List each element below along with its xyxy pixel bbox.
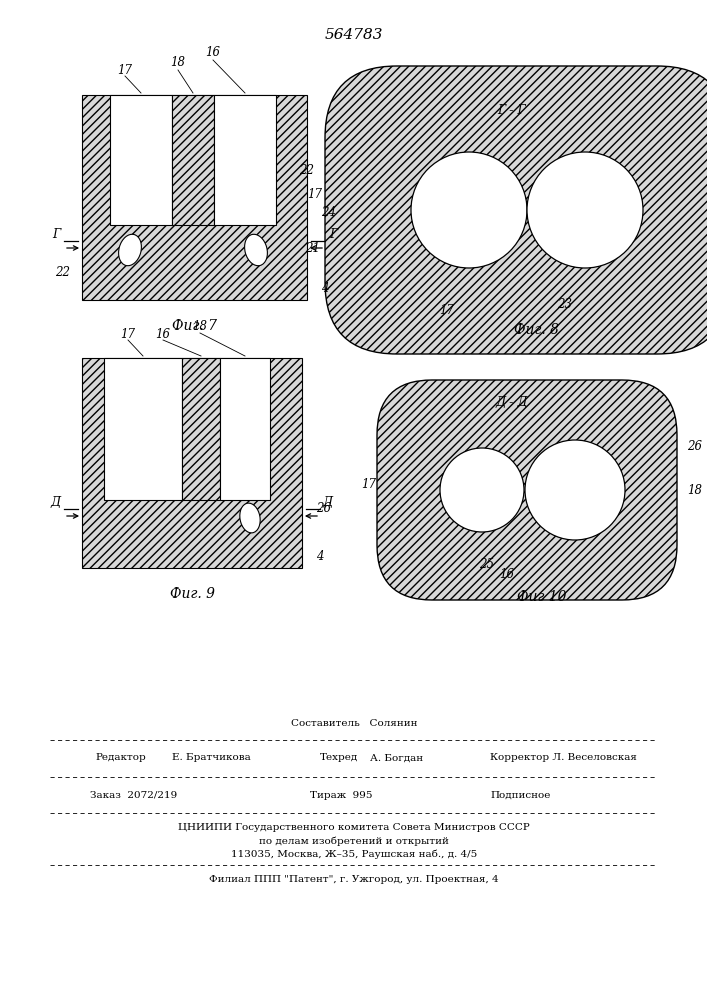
Bar <box>182 358 220 500</box>
Text: 18: 18 <box>192 320 207 332</box>
Text: 4: 4 <box>316 550 324 562</box>
Bar <box>110 95 172 225</box>
Text: Составитель   Солянин: Составитель Солянин <box>291 718 417 728</box>
Text: Тираж  995: Тираж 995 <box>310 790 373 800</box>
Text: 22: 22 <box>55 265 70 278</box>
Text: 17: 17 <box>308 188 322 202</box>
Text: 16: 16 <box>206 46 221 60</box>
Ellipse shape <box>525 440 625 540</box>
Text: 17: 17 <box>361 479 377 491</box>
Text: Фиг. 7: Фиг. 7 <box>172 319 217 333</box>
Text: 18: 18 <box>687 484 703 496</box>
Text: А. Богдан: А. Богдан <box>370 754 423 762</box>
Ellipse shape <box>411 152 527 268</box>
Text: Г: Г <box>329 228 337 240</box>
Text: Д: Д <box>323 495 333 508</box>
Bar <box>82 358 302 568</box>
Text: 113035, Москва, Ж–35, Раушская наб., д. 4/5: 113035, Москва, Ж–35, Раушская наб., д. … <box>231 849 477 859</box>
Text: 22: 22 <box>300 163 315 176</box>
Bar <box>220 358 270 500</box>
Text: 17: 17 <box>440 304 455 316</box>
Text: 16: 16 <box>500 568 515 582</box>
Text: Е. Братчикова: Е. Братчикова <box>172 754 251 762</box>
FancyBboxPatch shape <box>325 66 707 354</box>
Text: Заказ  2072/219: Заказ 2072/219 <box>90 790 177 800</box>
Text: Корректор Л. Веселовская: Корректор Л. Веселовская <box>490 754 637 762</box>
Ellipse shape <box>240 503 260 533</box>
Text: 4: 4 <box>321 282 329 294</box>
Text: Редактор: Редактор <box>95 754 146 762</box>
Text: 23: 23 <box>558 298 573 310</box>
Text: по делам изобретений и открытий: по делам изобретений и открытий <box>259 836 449 846</box>
Ellipse shape <box>119 234 141 266</box>
Text: 17: 17 <box>117 64 132 77</box>
Text: 25: 25 <box>479 558 494 572</box>
Text: ЦНИИПИ Государственного комитета Совета Министров СССР: ЦНИИПИ Государственного комитета Совета … <box>178 824 530 832</box>
Text: Д - Д: Д - Д <box>496 396 528 410</box>
Bar <box>214 95 276 225</box>
Text: Фиг. 9: Фиг. 9 <box>170 587 214 601</box>
Text: Филиал ППП "Патент", г. Ужгород, ул. Проектная, 4: Филиал ППП "Патент", г. Ужгород, ул. Про… <box>209 876 499 884</box>
Text: Г: Г <box>52 228 60 240</box>
Text: 18: 18 <box>170 56 185 70</box>
Ellipse shape <box>527 152 643 268</box>
Text: 564783: 564783 <box>325 28 383 42</box>
Text: Подписное: Подписное <box>490 790 550 800</box>
Ellipse shape <box>245 234 267 266</box>
Ellipse shape <box>440 448 524 532</box>
Text: Д: Д <box>51 495 61 508</box>
Text: 16: 16 <box>156 328 170 340</box>
Text: Техред: Техред <box>320 754 358 762</box>
Text: 17: 17 <box>120 328 136 340</box>
Text: Г - Г: Г - Г <box>498 104 527 116</box>
Text: 26: 26 <box>316 502 331 514</box>
FancyBboxPatch shape <box>377 380 677 600</box>
Text: Фиг 10: Фиг 10 <box>518 590 567 604</box>
Bar <box>82 95 307 300</box>
Text: 21: 21 <box>305 241 320 254</box>
Text: 26: 26 <box>687 440 703 452</box>
Bar <box>104 358 182 500</box>
Text: Фиг. 8: Фиг. 8 <box>515 323 559 337</box>
Text: 24: 24 <box>321 206 336 219</box>
Bar <box>172 95 214 225</box>
